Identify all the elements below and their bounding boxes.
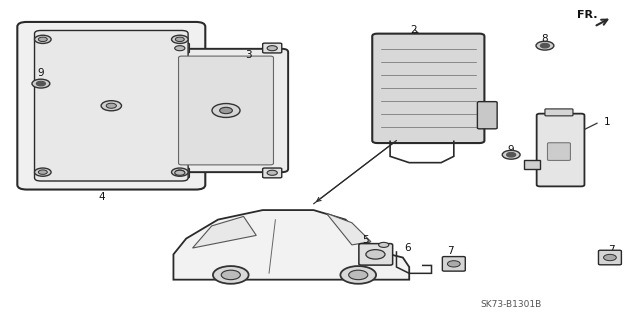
Circle shape [172, 168, 188, 176]
FancyBboxPatch shape [547, 143, 570, 160]
Circle shape [175, 170, 184, 174]
Circle shape [267, 170, 277, 175]
Circle shape [507, 152, 516, 157]
FancyBboxPatch shape [262, 43, 282, 53]
Circle shape [536, 41, 554, 50]
Circle shape [175, 37, 184, 41]
FancyBboxPatch shape [170, 43, 189, 53]
Text: 1: 1 [604, 116, 610, 127]
Circle shape [502, 150, 520, 159]
FancyBboxPatch shape [477, 102, 497, 129]
Circle shape [221, 270, 241, 280]
Circle shape [349, 270, 368, 280]
Polygon shape [173, 210, 409, 280]
Circle shape [35, 35, 51, 43]
FancyBboxPatch shape [359, 244, 393, 265]
Text: 9: 9 [38, 68, 44, 78]
Circle shape [175, 170, 185, 175]
Text: 9: 9 [508, 145, 515, 155]
Circle shape [540, 43, 549, 48]
Circle shape [172, 35, 188, 43]
FancyBboxPatch shape [598, 250, 621, 265]
Text: 10: 10 [362, 245, 376, 255]
Text: SK73-B1301B: SK73-B1301B [481, 300, 542, 309]
Circle shape [220, 107, 232, 114]
FancyBboxPatch shape [164, 49, 288, 172]
Circle shape [604, 254, 616, 261]
FancyBboxPatch shape [372, 33, 484, 143]
Text: 5: 5 [363, 235, 369, 245]
Circle shape [35, 168, 51, 176]
Text: FR.: FR. [577, 10, 598, 20]
Circle shape [36, 81, 45, 86]
Polygon shape [193, 216, 256, 248]
Circle shape [267, 46, 277, 51]
Circle shape [38, 37, 47, 41]
Circle shape [32, 79, 50, 88]
Text: 7: 7 [609, 245, 615, 255]
FancyBboxPatch shape [179, 56, 273, 165]
Circle shape [340, 266, 376, 284]
FancyBboxPatch shape [442, 256, 465, 271]
Circle shape [213, 266, 248, 284]
Circle shape [38, 170, 47, 174]
Text: 3: 3 [245, 50, 252, 60]
FancyBboxPatch shape [262, 168, 282, 178]
Circle shape [379, 242, 389, 248]
Circle shape [366, 250, 385, 259]
FancyBboxPatch shape [17, 22, 205, 189]
FancyBboxPatch shape [537, 114, 584, 186]
Circle shape [175, 46, 185, 51]
Circle shape [447, 261, 460, 267]
Circle shape [101, 101, 122, 111]
FancyBboxPatch shape [170, 168, 189, 178]
Text: 7: 7 [447, 246, 454, 256]
Text: 6: 6 [404, 243, 412, 253]
Text: 4: 4 [99, 192, 106, 203]
Text: 8: 8 [541, 34, 548, 44]
FancyBboxPatch shape [35, 31, 188, 181]
Polygon shape [326, 213, 371, 245]
Circle shape [106, 103, 116, 108]
Circle shape [212, 104, 240, 117]
FancyBboxPatch shape [545, 109, 573, 116]
Text: 2: 2 [410, 25, 417, 35]
Polygon shape [524, 160, 540, 169]
